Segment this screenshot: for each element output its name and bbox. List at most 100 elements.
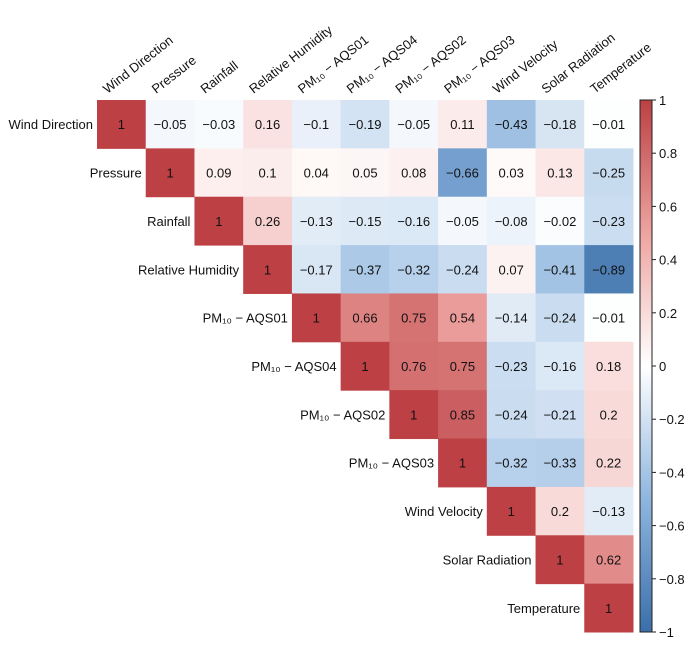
heatmap-cell xyxy=(486,486,537,536)
cell-value-label: −0.05 xyxy=(397,117,430,132)
cell-value-label: −0.23 xyxy=(592,214,625,229)
heatmap-cell xyxy=(584,535,634,585)
heatmap-cell xyxy=(584,583,634,633)
heatmap-cell xyxy=(535,390,585,440)
heatmap-cell xyxy=(535,535,585,585)
cell-value-label: −0.24 xyxy=(446,262,479,277)
colorbar-tick-label: 0.8 xyxy=(659,146,677,161)
heatmap-cell xyxy=(243,148,293,198)
cell-value-label: −0.14 xyxy=(495,311,528,326)
cell-value-label: −0.03 xyxy=(202,117,235,132)
cell-value-label: −0.24 xyxy=(495,407,528,422)
row-label: Wind Velocity xyxy=(405,504,484,519)
cell-value-label: −0.32 xyxy=(397,262,430,277)
heatmap-cell xyxy=(291,245,342,294)
heatmap-cell xyxy=(486,438,537,488)
heatmap-cell xyxy=(389,390,439,440)
heatmap-cell xyxy=(291,100,342,149)
cell-value-label: −0.17 xyxy=(300,262,333,277)
cell-value-label: 0.85 xyxy=(450,407,475,422)
heatmap-cell xyxy=(145,100,195,149)
heatmap-cell xyxy=(584,293,634,343)
colorbar-tick-label: −0.6 xyxy=(659,519,685,534)
heatmap-cell xyxy=(194,100,244,149)
row-label: PM₁₀ − AQS02 xyxy=(300,407,385,422)
cell-value-label: −0.02 xyxy=(543,214,576,229)
row-label: Rainfall xyxy=(147,214,190,229)
cell-value-label: −0.37 xyxy=(349,262,382,277)
cell-value-label: 0.76 xyxy=(401,359,426,374)
cell-value-label: −0.43 xyxy=(495,117,528,132)
cell-value-label: 0.04 xyxy=(304,166,329,181)
heatmap-cell xyxy=(535,196,585,246)
cell-value-label: −0.01 xyxy=(592,311,625,326)
heatmap-cell xyxy=(535,486,585,536)
heatmap-cell xyxy=(486,148,537,198)
heatmap-cell xyxy=(340,293,390,343)
heatmap-cell xyxy=(486,293,537,343)
cell-value-label: 0.66 xyxy=(352,311,377,326)
cell-value-label: −0.16 xyxy=(397,214,430,229)
heatmap-cell xyxy=(438,438,488,488)
colorbar-tick-label: −0.2 xyxy=(659,412,685,427)
heatmap-cell xyxy=(535,100,585,149)
cell-value-label: 1 xyxy=(459,456,466,471)
colorbar-tick-label: 0.4 xyxy=(659,253,677,268)
heatmap-cell xyxy=(145,148,195,198)
heatmap-cell xyxy=(291,196,342,246)
heatmap-cell xyxy=(340,245,390,294)
cell-value-label: −0.33 xyxy=(543,456,576,471)
row-label: PM₁₀ − AQS03 xyxy=(349,456,434,471)
heatmap-cell xyxy=(389,100,439,149)
colorbar-tick-label: −0.8 xyxy=(659,572,685,587)
cell-value-label: 1 xyxy=(361,359,368,374)
heatmap-cell xyxy=(97,100,147,149)
cell-value-label: −0.08 xyxy=(495,214,528,229)
cell-value-label: −0.23 xyxy=(495,359,528,374)
colorbar: 1 0.8 0.6 0.4 0.2 0 −0.2 −0.4 −0.6 −0.8 −1 xyxy=(639,93,685,640)
cell-value-label: 0.08 xyxy=(401,166,426,181)
heatmap-cell xyxy=(584,486,634,536)
heatmap-cell xyxy=(535,148,585,198)
cell-value-label: 1 xyxy=(264,262,271,277)
heatmap-cell xyxy=(389,341,439,391)
heatmap-cell xyxy=(438,100,488,149)
cell-value-label: 0.54 xyxy=(450,311,475,326)
row-label: Pressure xyxy=(90,166,142,181)
cell-value-label: 0.16 xyxy=(255,117,280,132)
colorbar-tick-label: −1 xyxy=(659,625,674,640)
cell-value-label: 0.26 xyxy=(255,214,280,229)
heatmap-cell xyxy=(535,293,585,343)
heatmap-cell xyxy=(291,293,342,343)
cell-value-label: −0.89 xyxy=(592,262,625,277)
cell-value-label: 1 xyxy=(166,166,173,181)
row-label: Wind Direction xyxy=(8,117,93,132)
heatmap-cell xyxy=(194,196,244,246)
heatmap-cell xyxy=(340,100,390,149)
heatmap-cell xyxy=(438,390,488,440)
heatmap-cell xyxy=(340,148,390,198)
cell-value-label: 0.75 xyxy=(450,359,475,374)
row-labels: Wind Direction Pressure Rainfall Relative H… xyxy=(8,117,580,616)
cell-value-label: 0.22 xyxy=(596,456,621,471)
heatmap-cell xyxy=(389,293,439,343)
cell-value-label: 0.03 xyxy=(499,166,524,181)
cell-value-label: −0.66 xyxy=(446,166,479,181)
column-label: Relative Humidity xyxy=(246,22,335,96)
heatmap-cell xyxy=(535,341,585,391)
heatmap-cell xyxy=(438,245,488,294)
heatmap-cell xyxy=(340,196,390,246)
heatmap-cell xyxy=(584,148,634,198)
row-label: Relative Humidity xyxy=(138,262,240,277)
cell-value-label: 1 xyxy=(605,601,612,616)
cell-value-label: 1 xyxy=(556,552,563,567)
heatmap-cell xyxy=(194,148,244,198)
colorbar-tick-label: −0.4 xyxy=(659,465,685,480)
cell-value-label: 1 xyxy=(313,311,320,326)
heatmap-cell xyxy=(486,390,537,440)
row-label: PM₁₀ − AQS01 xyxy=(203,311,288,326)
heatmap-cell xyxy=(438,341,488,391)
heatmap-cell xyxy=(438,148,488,198)
